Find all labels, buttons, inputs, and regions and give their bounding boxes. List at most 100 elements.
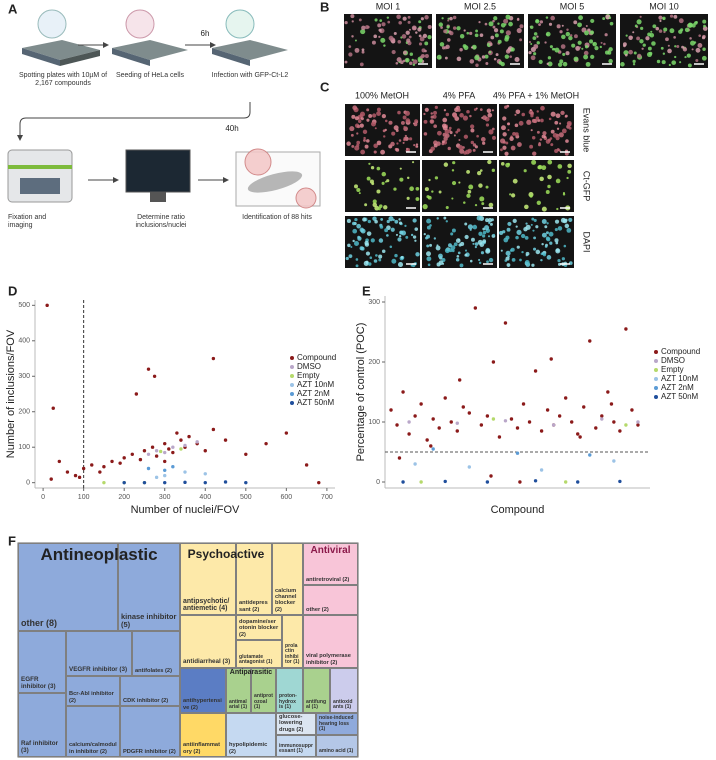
cell [475, 107, 478, 110]
cell [448, 126, 452, 130]
cell [383, 205, 388, 210]
cell [377, 23, 382, 28]
step-label: Infection with GFP-Ct-L2 [211, 72, 289, 79]
step-label: Spotting plates with 10µM of 2,167 compo… [18, 72, 108, 88]
cell [569, 34, 573, 37]
cell [536, 41, 540, 45]
point [244, 480, 248, 485]
cell [376, 189, 381, 194]
cell [451, 197, 454, 200]
cell [452, 15, 457, 20]
cell [548, 22, 553, 26]
cell [366, 139, 370, 143]
treemap-cell: glucose-lowering drugs (2) [276, 713, 316, 735]
cell [386, 179, 390, 183]
cell [379, 30, 382, 33]
cell [560, 110, 565, 116]
cell [395, 148, 400, 152]
treemap-cell: antimalarial (1) [226, 668, 251, 713]
point [576, 432, 580, 436]
cell [502, 140, 506, 144]
cell [479, 196, 485, 202]
point [77, 475, 82, 480]
cell [541, 134, 546, 139]
cell [602, 17, 606, 20]
point [425, 438, 429, 442]
point [612, 459, 616, 463]
point [195, 440, 199, 444]
point [551, 423, 556, 427]
cell [398, 218, 401, 221]
point [264, 441, 268, 446]
cell [505, 30, 511, 36]
cell [404, 134, 408, 138]
cell [344, 60, 348, 64]
cell [484, 54, 489, 59]
step-label: Determine ratio inclusions/nuclei [135, 214, 187, 230]
treemap-cell: antioxidants (1) [330, 668, 358, 713]
treemap-group-label: Psychoactive [187, 547, 265, 561]
cell [558, 132, 564, 138]
cell [544, 41, 547, 44]
cell [541, 219, 547, 224]
cell [451, 249, 455, 253]
point [461, 405, 465, 409]
cell [470, 140, 475, 145]
cell [374, 219, 378, 224]
cell [394, 219, 399, 224]
cell [399, 177, 404, 182]
point [102, 465, 106, 469]
cell [531, 217, 535, 221]
micrograph [499, 216, 574, 268]
cell [702, 19, 707, 24]
cell [463, 201, 466, 204]
treemap-label: antiretroviral (2) [306, 576, 350, 583]
treemap-cell: antidepressant (2) [236, 543, 272, 615]
cell [373, 259, 378, 263]
cell [691, 48, 694, 51]
point [527, 420, 532, 424]
cell [350, 14, 355, 19]
cell [366, 176, 371, 181]
cell [603, 42, 606, 46]
legend-label: AZT 50nM [297, 398, 335, 407]
cell [608, 47, 613, 52]
cell [545, 139, 551, 144]
y-tick-label: 200 [18, 409, 30, 416]
point [455, 421, 459, 425]
treemap-label: hypolipidemic (2) [229, 742, 268, 755]
cell [355, 258, 359, 261]
cell [504, 37, 509, 42]
cell [413, 144, 416, 147]
treemap-label: glucose-lowering drugs (2) [279, 714, 304, 733]
cell [380, 37, 386, 43]
cell [441, 17, 444, 20]
point [491, 360, 496, 364]
cell [499, 230, 504, 235]
cell [351, 20, 354, 23]
cell [589, 39, 594, 44]
point [467, 411, 472, 415]
cell [356, 143, 360, 147]
cell [535, 19, 539, 23]
treemap-cell: Bcr-Abl inhibitor (2) [66, 676, 120, 706]
cell [393, 187, 397, 191]
legend-label: AZT 10nM [297, 380, 335, 389]
cell [350, 133, 354, 137]
cell [391, 131, 396, 136]
cell [536, 110, 539, 113]
cell [379, 225, 384, 229]
cell [360, 149, 366, 155]
cell [556, 207, 559, 211]
cell [347, 243, 351, 248]
cell [364, 203, 368, 207]
cell [373, 34, 378, 39]
cell [555, 248, 561, 254]
cell [415, 197, 420, 201]
treemap-label: antiprotozoal (1) [254, 693, 273, 711]
cell [559, 30, 563, 34]
cell [532, 151, 537, 156]
cell [559, 122, 562, 125]
cell [514, 113, 517, 116]
cell [468, 184, 474, 190]
